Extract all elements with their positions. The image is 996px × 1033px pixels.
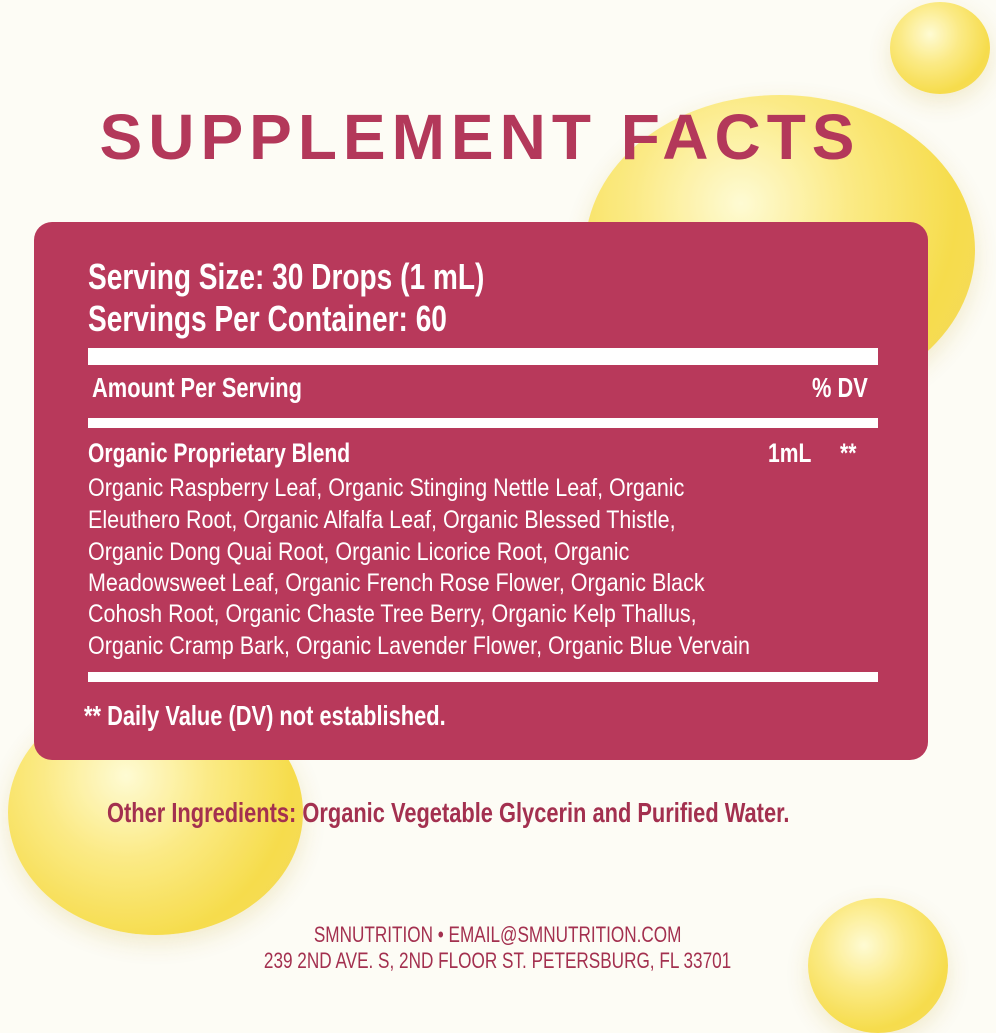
amount-per-serving-header: Amount Per Serving	[92, 372, 302, 403]
thick-divider	[88, 348, 878, 365]
serving-size: Serving Size: 30 Drops (1 mL)	[88, 256, 485, 297]
blend-name: Organic Proprietary Blend	[88, 438, 351, 468]
ingredient-line: Cohosh Root, Organic Chaste Tree Berry, …	[88, 600, 697, 628]
dv-footnote: ** Daily Value (DV) not established.	[84, 700, 446, 731]
supplement-facts-panel: Serving Size: 30 Drops (1 mL) Servings P…	[34, 222, 928, 760]
page-title: SUPPLEMENT FACTS	[99, 101, 861, 173]
ingredient-line: Organic Cramp Bark, Organic Lavender Flo…	[88, 632, 751, 660]
blend-dv: **	[840, 438, 857, 468]
ingredient-line: Meadowsweet Leaf, Organic French Rose Fl…	[88, 569, 705, 597]
blend-amount: 1mL	[768, 438, 812, 468]
oil-bubble-decoration	[808, 898, 948, 1033]
servings-per-container: Servings Per Container: 60	[88, 298, 447, 339]
divider	[88, 418, 878, 428]
ingredient-line: Organic Dong Quai Root, Organic Licorice…	[88, 538, 630, 566]
divider	[88, 672, 878, 682]
footer-address: 239 2ND AVE. S, 2ND FLOOR ST. PETERSBURG…	[264, 948, 732, 973]
dv-header: % DV	[812, 372, 868, 403]
ingredient-line: Organic Raspberry Leaf, Organic Stinging…	[88, 474, 685, 502]
oil-bubble-decoration	[890, 2, 990, 94]
footer-contact: SMNUTRITION • EMAIL@SMNUTRITION.COM	[314, 922, 682, 947]
other-ingredients: Other Ingredients: Organic Vegetable Gly…	[107, 797, 790, 828]
ingredient-line: Eleuthero Root, Organic Alfalfa Leaf, Or…	[88, 506, 676, 534]
